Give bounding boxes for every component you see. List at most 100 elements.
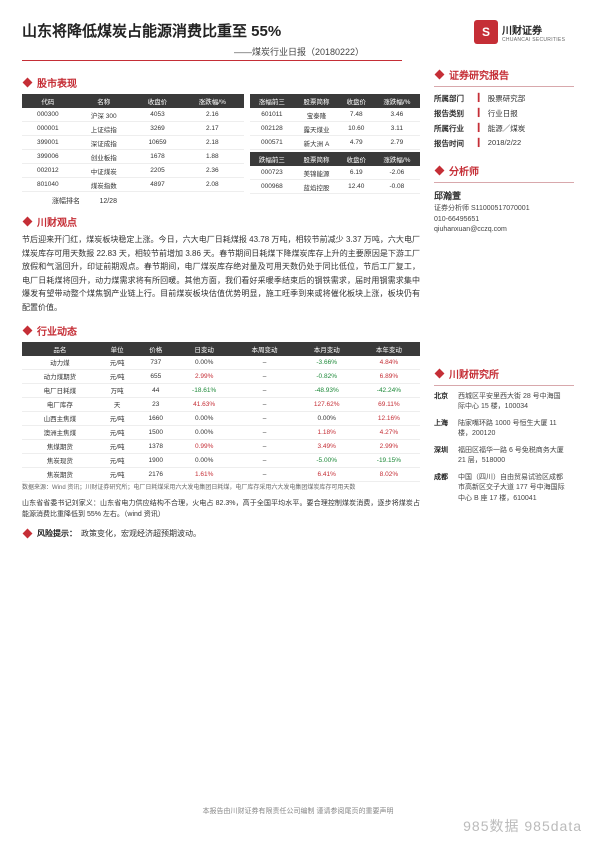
table-cell: 69.11%	[358, 397, 420, 411]
col-header: 日变动	[175, 342, 233, 356]
table-cell: –	[233, 369, 295, 383]
table-cell: 元/吨	[98, 411, 137, 425]
watermark: 985数据 985data	[463, 816, 582, 836]
table-cell: 万吨	[98, 383, 137, 397]
table-cell: 002012	[22, 164, 74, 178]
subtitle: ——煤炭行业日报（20180222）	[22, 45, 474, 58]
table-cell: -5.00%	[296, 453, 358, 467]
table-cell: 737	[137, 356, 175, 370]
logo-cn: 川财证券	[502, 22, 565, 37]
diamond-icon	[23, 529, 33, 539]
research-title-text: 川财研究所	[449, 366, 499, 381]
table-cell: 6.19	[339, 166, 374, 180]
analyst-title-text: 分析师	[449, 163, 479, 178]
main-title: 山东将降低煤炭占能源消费比重至 55%	[22, 20, 474, 41]
office-addr: 西城区平安里西大街 28 号中海国际中心 15 楼，100034	[458, 392, 566, 413]
office-block: 深圳福田区福华一路 6 号免税商务大厦 21 层，518000	[434, 446, 574, 467]
report-info-rows: 所属部门▎股票研究部报告类别▎行业日报所属行业▎能源／煤炭报告时间▎2018/2…	[434, 93, 574, 149]
table-cell: 601011	[250, 108, 295, 122]
table-cell: 0.00%	[175, 356, 233, 370]
report-info-label: 所属部门	[434, 93, 478, 104]
office-city: 成都	[434, 473, 458, 484]
table-cell: 元/吨	[98, 356, 137, 370]
table-cell: 元/吨	[98, 439, 137, 453]
table-cell: 美锦能源	[294, 166, 339, 180]
risk-line: 风险提示： 政策变化，宏观经济超预期波动。	[22, 528, 420, 539]
report-info-row: 所属部门▎股票研究部	[434, 93, 574, 104]
col-header: 代码	[22, 94, 74, 108]
table-row: 000723美锦能源6.19-2.06	[250, 166, 420, 180]
research-title: 川财研究所	[434, 366, 574, 381]
table-cell: 0.00%	[175, 453, 233, 467]
office-addr: 陆家嘴环路 1000 号恒生大厦 11 楼，200120	[458, 419, 566, 440]
col-header: 本月变动	[296, 342, 358, 356]
bar-icon: ▎	[478, 108, 484, 119]
office-block: 北京西城区平安里西大街 28 号中海国际中心 15 楼，100034	[434, 392, 574, 413]
table-cell: 4.79	[339, 136, 374, 150]
report-info-row: 报告类别▎行业日报	[434, 108, 574, 119]
table-cell: 0.00%	[296, 411, 358, 425]
table-cell: -18.61%	[175, 383, 233, 397]
table-row: 601011宝泰隆7.483.46	[250, 108, 420, 122]
table-cell: 电厂日耗煤	[22, 383, 98, 397]
table-cell: 上证综指	[74, 122, 134, 136]
analyst-name: 邱瀚萱	[434, 189, 574, 202]
table-cell: 3.11	[374, 122, 420, 136]
col-header: 本周变动	[233, 342, 295, 356]
table-cell: 新大洲 A	[294, 136, 339, 150]
table-row: 000571新大洲 A4.792.79	[250, 136, 420, 150]
section-sector-title: 行业动态	[37, 323, 77, 338]
diamond-icon	[23, 217, 33, 227]
title-underline	[22, 60, 402, 61]
table-cell: –	[233, 411, 295, 425]
table-cell: 焦炭期货	[22, 467, 98, 481]
table-cell: –	[233, 383, 295, 397]
office-addr: 中国（四川）自由贸易试验区成都市高新区交子大道 177 号中海国际中心 B 座 …	[458, 473, 566, 505]
col-header: 涨跌幅/%	[374, 152, 420, 166]
table-cell: –	[233, 467, 295, 481]
table-cell: 6.89%	[358, 369, 420, 383]
section-sector-head: 行业动态	[22, 323, 420, 338]
rank-value: 12/28	[99, 198, 117, 205]
table-row: 电厂库存天2341.63%–127.62%69.11%	[22, 397, 420, 411]
table-cell: 2.99%	[358, 439, 420, 453]
table-cell: 电厂库存	[22, 397, 98, 411]
table-cell: 1500	[137, 425, 175, 439]
table-cell: 801040	[22, 178, 74, 192]
table-cell: 2.99%	[175, 369, 233, 383]
table-cell: 1.18%	[296, 425, 358, 439]
table-cell: 399001	[22, 136, 74, 150]
table-cell: 2.08	[181, 178, 243, 192]
table-row: 电厂日耗煤万吨44-18.61%–-48.93%-42.24%	[22, 383, 420, 397]
table-cell: 3.46	[374, 108, 420, 122]
table-row: 002128露天煤业10.603.11	[250, 122, 420, 136]
table-row: 澳洲主焦煤元/吨15000.00%–1.18%4.27%	[22, 425, 420, 439]
table-cell: 宝泰隆	[294, 108, 339, 122]
table-cell: 元/吨	[98, 467, 137, 481]
table-cell: 2205	[134, 164, 181, 178]
col-header: 单位	[98, 342, 137, 356]
report-info-row: 报告时间▎2018/2/22	[434, 138, 574, 149]
table-row: 000968蓝焰控股12.40-0.08	[250, 180, 420, 194]
diamond-icon	[435, 70, 445, 80]
section-stocks-head: 股市表现	[22, 75, 420, 90]
sector-table: 品名单位价格日变动本周变动本月变动本年变动动力煤元/吨7370.00%–-3.6…	[22, 342, 420, 482]
table-cell: -48.93%	[296, 383, 358, 397]
table-cell: 2.79	[374, 136, 420, 150]
report-info-value: 能源／煤炭	[488, 123, 526, 134]
table-cell: 元/吨	[98, 453, 137, 467]
col-header: 本年变动	[358, 342, 420, 356]
table-cell: 煤炭指数	[74, 178, 134, 192]
table-cell: -0.82%	[296, 369, 358, 383]
report-info-title: 证券研究报告	[434, 67, 574, 82]
divider	[434, 86, 574, 87]
table-cell: -19.15%	[358, 453, 420, 467]
risk-label: 风险提示：	[37, 528, 77, 539]
table-cell: 12.40	[339, 180, 374, 194]
office-city: 北京	[434, 392, 458, 403]
table-cell: 1678	[134, 150, 181, 164]
table-cell: 127.62%	[296, 397, 358, 411]
col-header: 涨跌幅/%	[374, 94, 420, 108]
table-cell: 10659	[134, 136, 181, 150]
table-cell: 000001	[22, 122, 74, 136]
